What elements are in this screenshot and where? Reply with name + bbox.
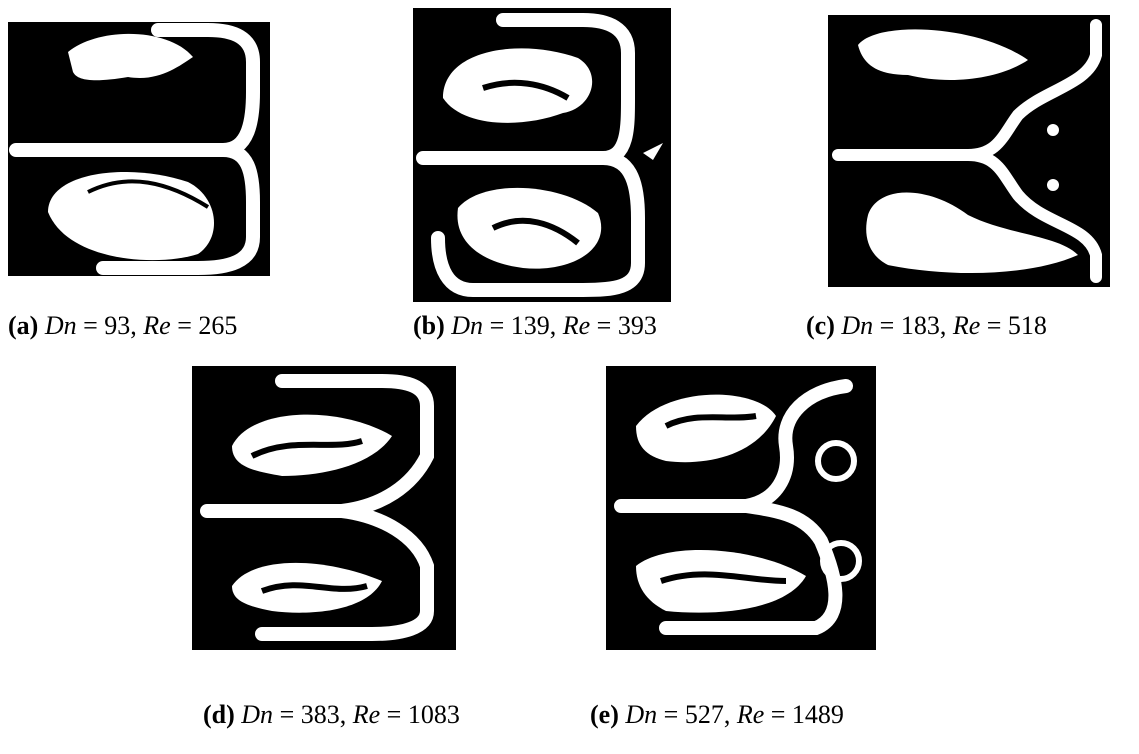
value: 393 xyxy=(618,311,657,340)
eddy xyxy=(1047,179,1059,191)
flow-image-d xyxy=(192,366,456,650)
symbol: Dn xyxy=(45,311,77,340)
symbol: Dn xyxy=(841,311,873,340)
value: 518 xyxy=(1008,311,1047,340)
panel-label: (e) xyxy=(590,700,619,729)
panel-label: (a) xyxy=(8,311,38,340)
equals: = xyxy=(987,311,1002,340)
equals: = xyxy=(664,700,679,729)
separator: , xyxy=(130,311,137,340)
symbol: Dn xyxy=(241,700,273,729)
caption: (e) Dn = 527, Re = 1489 xyxy=(590,700,844,730)
value: 265 xyxy=(198,311,237,340)
value: 1489 xyxy=(792,700,844,729)
symbol: Re xyxy=(143,311,170,340)
equals: = xyxy=(880,311,895,340)
value: 383 xyxy=(301,700,340,729)
symbol: Dn xyxy=(625,700,657,729)
symbol: Re xyxy=(953,311,980,340)
panel-label: (b) xyxy=(413,311,445,340)
equals: = xyxy=(83,311,98,340)
value: 527 xyxy=(685,700,724,729)
value: 1083 xyxy=(408,700,460,729)
caption: (a) Dn = 93, Re = 265 xyxy=(8,311,237,341)
symbol: Re xyxy=(737,700,764,729)
equals: = xyxy=(387,700,402,729)
value: 183 xyxy=(901,311,940,340)
flow-image-a xyxy=(8,22,270,276)
separator: , xyxy=(940,311,947,340)
value: 93 xyxy=(104,311,130,340)
equals: = xyxy=(490,311,505,340)
flow-image-b xyxy=(413,8,671,302)
panel-label: (c) xyxy=(806,311,835,340)
eddy xyxy=(1047,124,1059,136)
separator: , xyxy=(340,700,347,729)
panel-label: (d) xyxy=(203,700,235,729)
caption: (d) Dn = 383, Re = 1083 xyxy=(203,700,460,730)
equals: = xyxy=(177,311,192,340)
caption: (b) Dn = 139, Re = 393 xyxy=(413,311,657,341)
symbol: Re xyxy=(563,311,590,340)
equals: = xyxy=(280,700,295,729)
symbol: Dn xyxy=(451,311,483,340)
separator: , xyxy=(724,700,731,729)
symbol: Re xyxy=(353,700,380,729)
flow-image-e xyxy=(606,366,876,650)
separator: , xyxy=(550,311,557,340)
equals: = xyxy=(597,311,612,340)
equals: = xyxy=(771,700,786,729)
caption: (c) Dn = 183, Re = 518 xyxy=(806,311,1047,341)
flow-image-c xyxy=(828,15,1110,287)
value: 139 xyxy=(511,311,550,340)
page: {"caption_format": {"equals": "=", "sepa… xyxy=(0,0,1139,754)
